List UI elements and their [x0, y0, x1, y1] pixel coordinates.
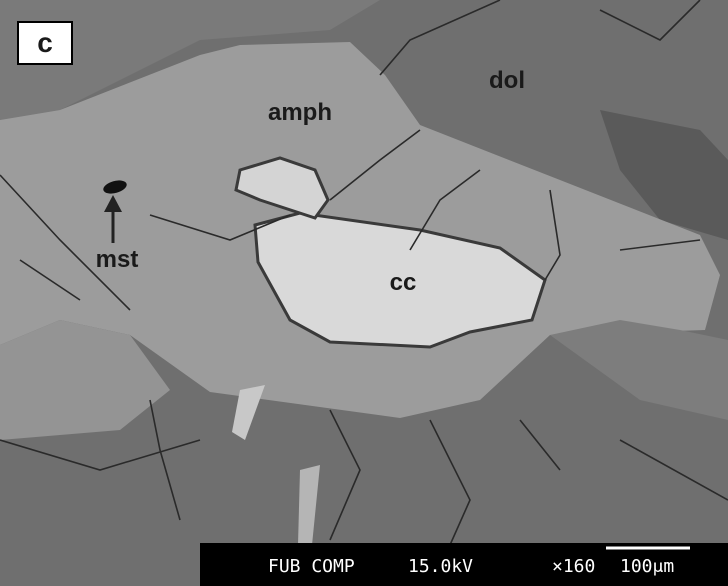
- scale-label: 100μm: [620, 556, 674, 577]
- magnification: ×160: [552, 556, 595, 577]
- sem-micrograph: c amph dol mst cc FUB COMP 15.0kV ×160 1…: [0, 0, 728, 586]
- mineral-label: mst: [96, 246, 139, 273]
- panel-label: c: [37, 27, 53, 58]
- mineral-label: cc: [390, 269, 417, 296]
- mineral-label: amph: [268, 99, 332, 126]
- instrument: FUB COMP: [268, 556, 355, 577]
- voltage: 15.0kV: [408, 556, 473, 577]
- mineral-label: dol: [489, 67, 525, 94]
